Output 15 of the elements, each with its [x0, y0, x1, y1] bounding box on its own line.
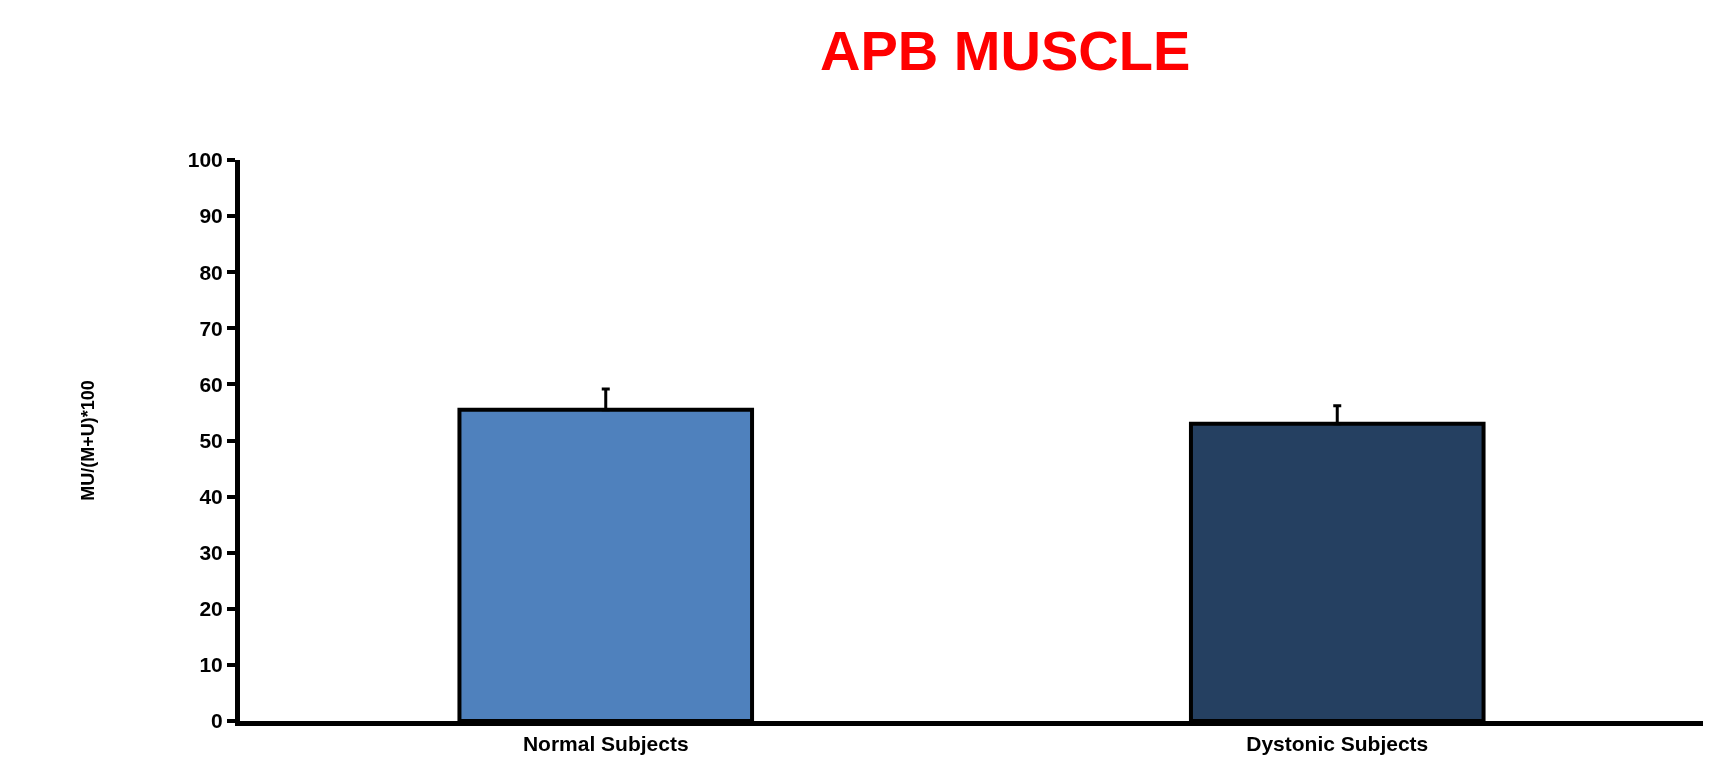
- y-tick-label: 50: [199, 428, 223, 452]
- y-axis-title: MU/(M+U)*100: [77, 380, 98, 501]
- y-tick-label: 90: [199, 204, 223, 228]
- y-tick-label: 60: [199, 372, 223, 396]
- y-tick-label: 10: [199, 653, 223, 677]
- y-tick-label: 30: [199, 541, 223, 565]
- y-tick-label: 0: [211, 709, 223, 733]
- x-tick-label: Normal Subjects: [522, 732, 689, 756]
- y-tick-label: 70: [199, 316, 223, 340]
- chart-title: APB MUSCLE: [820, 19, 1191, 83]
- y-tick-label: 20: [199, 597, 223, 621]
- x-tick-label: Dystonic Subjects: [1246, 732, 1429, 756]
- y-tick-label: 100: [187, 148, 223, 172]
- y-tick-label: 40: [199, 484, 223, 508]
- y-tick-label: 80: [199, 260, 223, 284]
